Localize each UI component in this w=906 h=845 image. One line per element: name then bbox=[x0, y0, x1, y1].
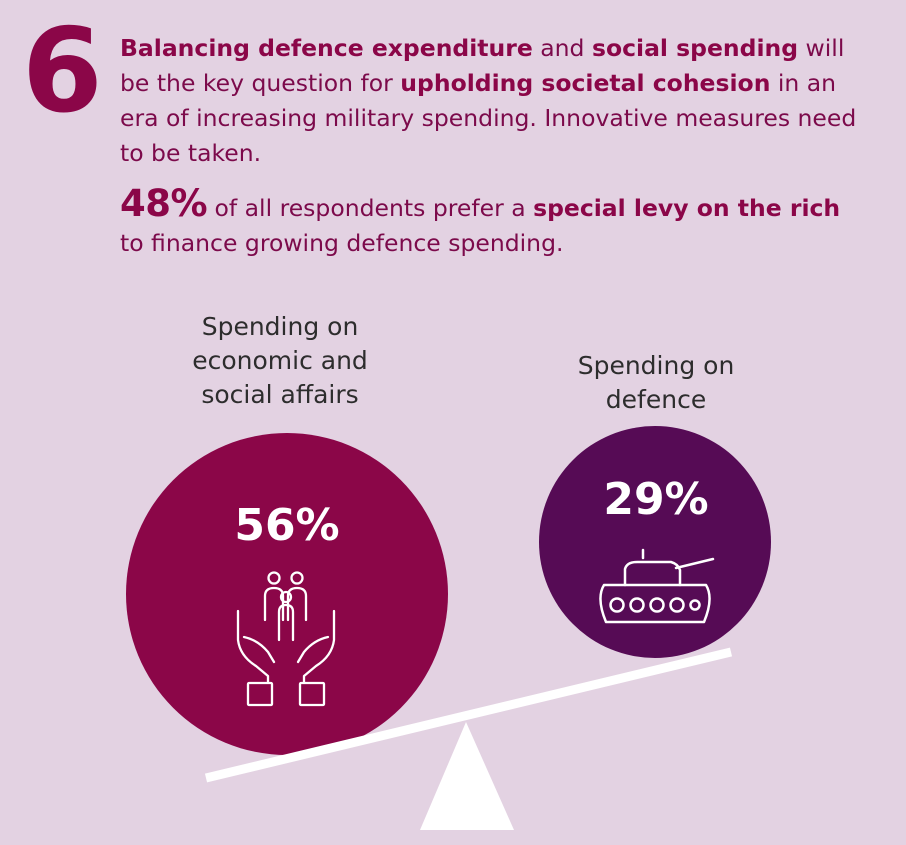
intro-text-part: and bbox=[532, 34, 592, 62]
section-number: 6 bbox=[22, 4, 103, 139]
stat-text-part: to finance growing defence spending. bbox=[120, 229, 564, 257]
left-label-line: social affairs bbox=[201, 380, 359, 409]
right-label-line: Spending on bbox=[577, 351, 735, 380]
stat-text: 48% of all respondents prefer a special … bbox=[120, 185, 860, 261]
intro-text: Balancing defence expenditure and social… bbox=[120, 31, 860, 171]
left-label: Spending on economic and social affairs bbox=[160, 310, 400, 412]
right-percentage: 29% bbox=[603, 474, 709, 525]
stat-text-part: of all respondents prefer a bbox=[207, 194, 534, 222]
family-in-hands-icon bbox=[236, 571, 336, 707]
tank-icon bbox=[599, 548, 715, 624]
intro-highlight-social: social spending bbox=[591, 34, 799, 62]
intro-text-part: will be the key question for bbox=[120, 34, 845, 97]
stat-percent: 48% bbox=[120, 182, 208, 225]
intro-highlight-cohesion: upholding societal cohesion bbox=[400, 69, 771, 97]
left-label-line: economic and bbox=[192, 346, 368, 375]
intro-text-part: in an era of increasing military spendin… bbox=[120, 69, 857, 167]
left-label-line: Spending on bbox=[201, 312, 359, 341]
right-circle bbox=[539, 426, 771, 658]
scale-fulcrum bbox=[420, 722, 514, 830]
scale-beam bbox=[204, 647, 733, 783]
right-label: Spending on defence bbox=[536, 349, 776, 417]
stat-highlight-levy: special levy on the rich bbox=[533, 194, 841, 222]
left-percentage: 56% bbox=[234, 500, 340, 551]
intro-highlight-defence: Balancing defence expenditure bbox=[120, 34, 533, 62]
right-label-line: defence bbox=[605, 385, 707, 414]
